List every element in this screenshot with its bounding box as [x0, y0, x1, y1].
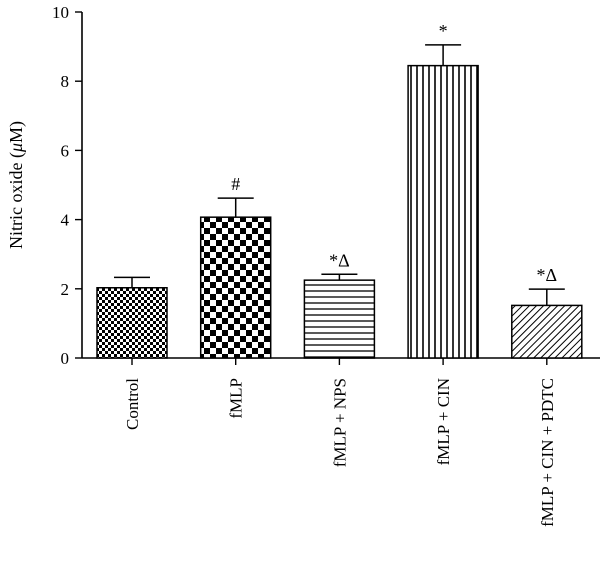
category-label: fMLP + CIN + PDTC: [538, 378, 557, 527]
y-tick-label: 4: [61, 211, 70, 230]
bar-3: [303, 279, 376, 359]
y-axis-title: Nitric oxide (μM): [6, 121, 27, 249]
significance-marker: #: [231, 174, 240, 194]
bar-5: [511, 304, 583, 359]
category-label: Control: [123, 378, 142, 430]
y-tick-label: 2: [61, 280, 70, 299]
significance-marker: *Δ: [537, 265, 558, 285]
bar-4: [407, 64, 479, 359]
category-labels: Control fMLP fMLP + NPS fMLP + CIN fMLP + CI…: [123, 358, 557, 527]
bar-2: [199, 216, 272, 359]
y-tick-label: 10: [52, 3, 69, 22]
y-axis-title-unit: M): [6, 121, 27, 143]
y-tick-label: 8: [61, 72, 70, 91]
category-label: fMLP + NPS: [330, 378, 349, 467]
bars: # *Δ * *Δ: [96, 21, 583, 359]
y-axis-title-main: Nitric oxide (: [6, 152, 27, 249]
y-axis-label: Nitric oxide (μM): [6, 121, 27, 249]
y-tick-label: 0: [61, 349, 70, 368]
significance-marker: *: [439, 21, 448, 41]
y-axis-title-mu: μ: [6, 143, 26, 153]
y-tick-label: 6: [61, 141, 70, 160]
category-label: fMLP + CIN: [434, 378, 453, 465]
bar-1: [96, 287, 168, 359]
significance-marker: *Δ: [329, 250, 350, 270]
category-label: fMLP: [227, 378, 246, 419]
